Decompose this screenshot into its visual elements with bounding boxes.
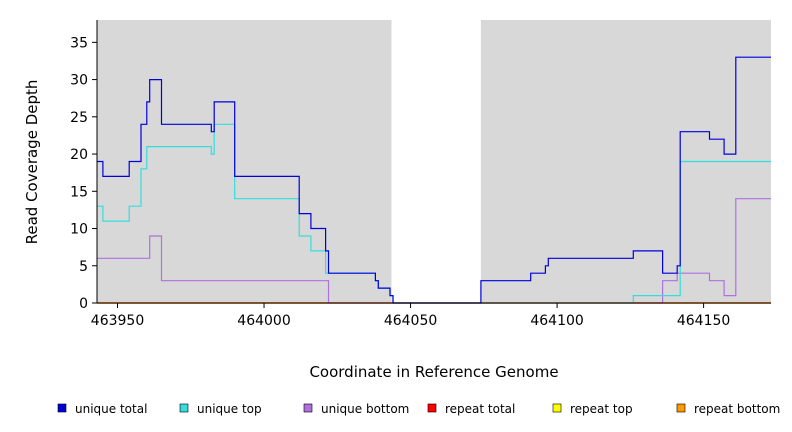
legend-item-unique-bottom: unique bottom [303, 402, 409, 416]
y-tick-label: 0 [79, 296, 88, 312]
y-tick-label: 5 [79, 259, 88, 275]
x-tick-label: 464050 [384, 313, 437, 329]
y-tick-label: 10 [70, 222, 88, 238]
legend-swatch [303, 403, 313, 413]
legend-label: unique top [197, 402, 262, 416]
x-axis-label: Coordinate in Reference Genome [309, 363, 558, 381]
legend: unique total unique top unique bottom repea… [57, 402, 780, 416]
axes: 0 5 10 15 20 25 30 35 463950 464000 464050 464100 46… [70, 20, 771, 329]
x-tick-label: 464100 [530, 313, 583, 329]
legend-label: repeat top [570, 402, 633, 416]
legend-item-repeat-top: repeat top [552, 402, 633, 416]
gap-region [391, 20, 481, 303]
y-tick-label: 30 [70, 73, 88, 89]
legend-label: unique total [75, 402, 147, 416]
legend-label: repeat bottom [694, 402, 780, 416]
y-tick-label: 15 [70, 184, 88, 200]
legend-item-unique-top: unique top [179, 402, 262, 416]
legend-label: unique bottom [321, 402, 409, 416]
legend-swatch [427, 403, 437, 413]
y-tick-label: 20 [70, 147, 88, 163]
legend-label: repeat total [445, 402, 515, 416]
series-line-unique-total [97, 56, 771, 304]
series-line-unique-bottom [97, 198, 771, 304]
x-tick-label: 464150 [677, 313, 730, 329]
legend-swatch [179, 403, 189, 413]
y-tick-label: 35 [70, 35, 88, 51]
legend-swatch [57, 403, 67, 413]
legend-swatch [552, 403, 562, 413]
legend-item-repeat-total: repeat total [427, 402, 515, 416]
legend-item-unique-total: unique total [57, 402, 147, 416]
legend-swatch [676, 403, 686, 413]
legend-item-repeat-bottom: repeat bottom [676, 402, 780, 416]
y-tick-label: 25 [70, 110, 88, 126]
x-tick-label: 463950 [91, 313, 144, 329]
x-tick-label: 464000 [237, 313, 290, 329]
y-axis-label: Read Coverage Depth [23, 80, 41, 245]
